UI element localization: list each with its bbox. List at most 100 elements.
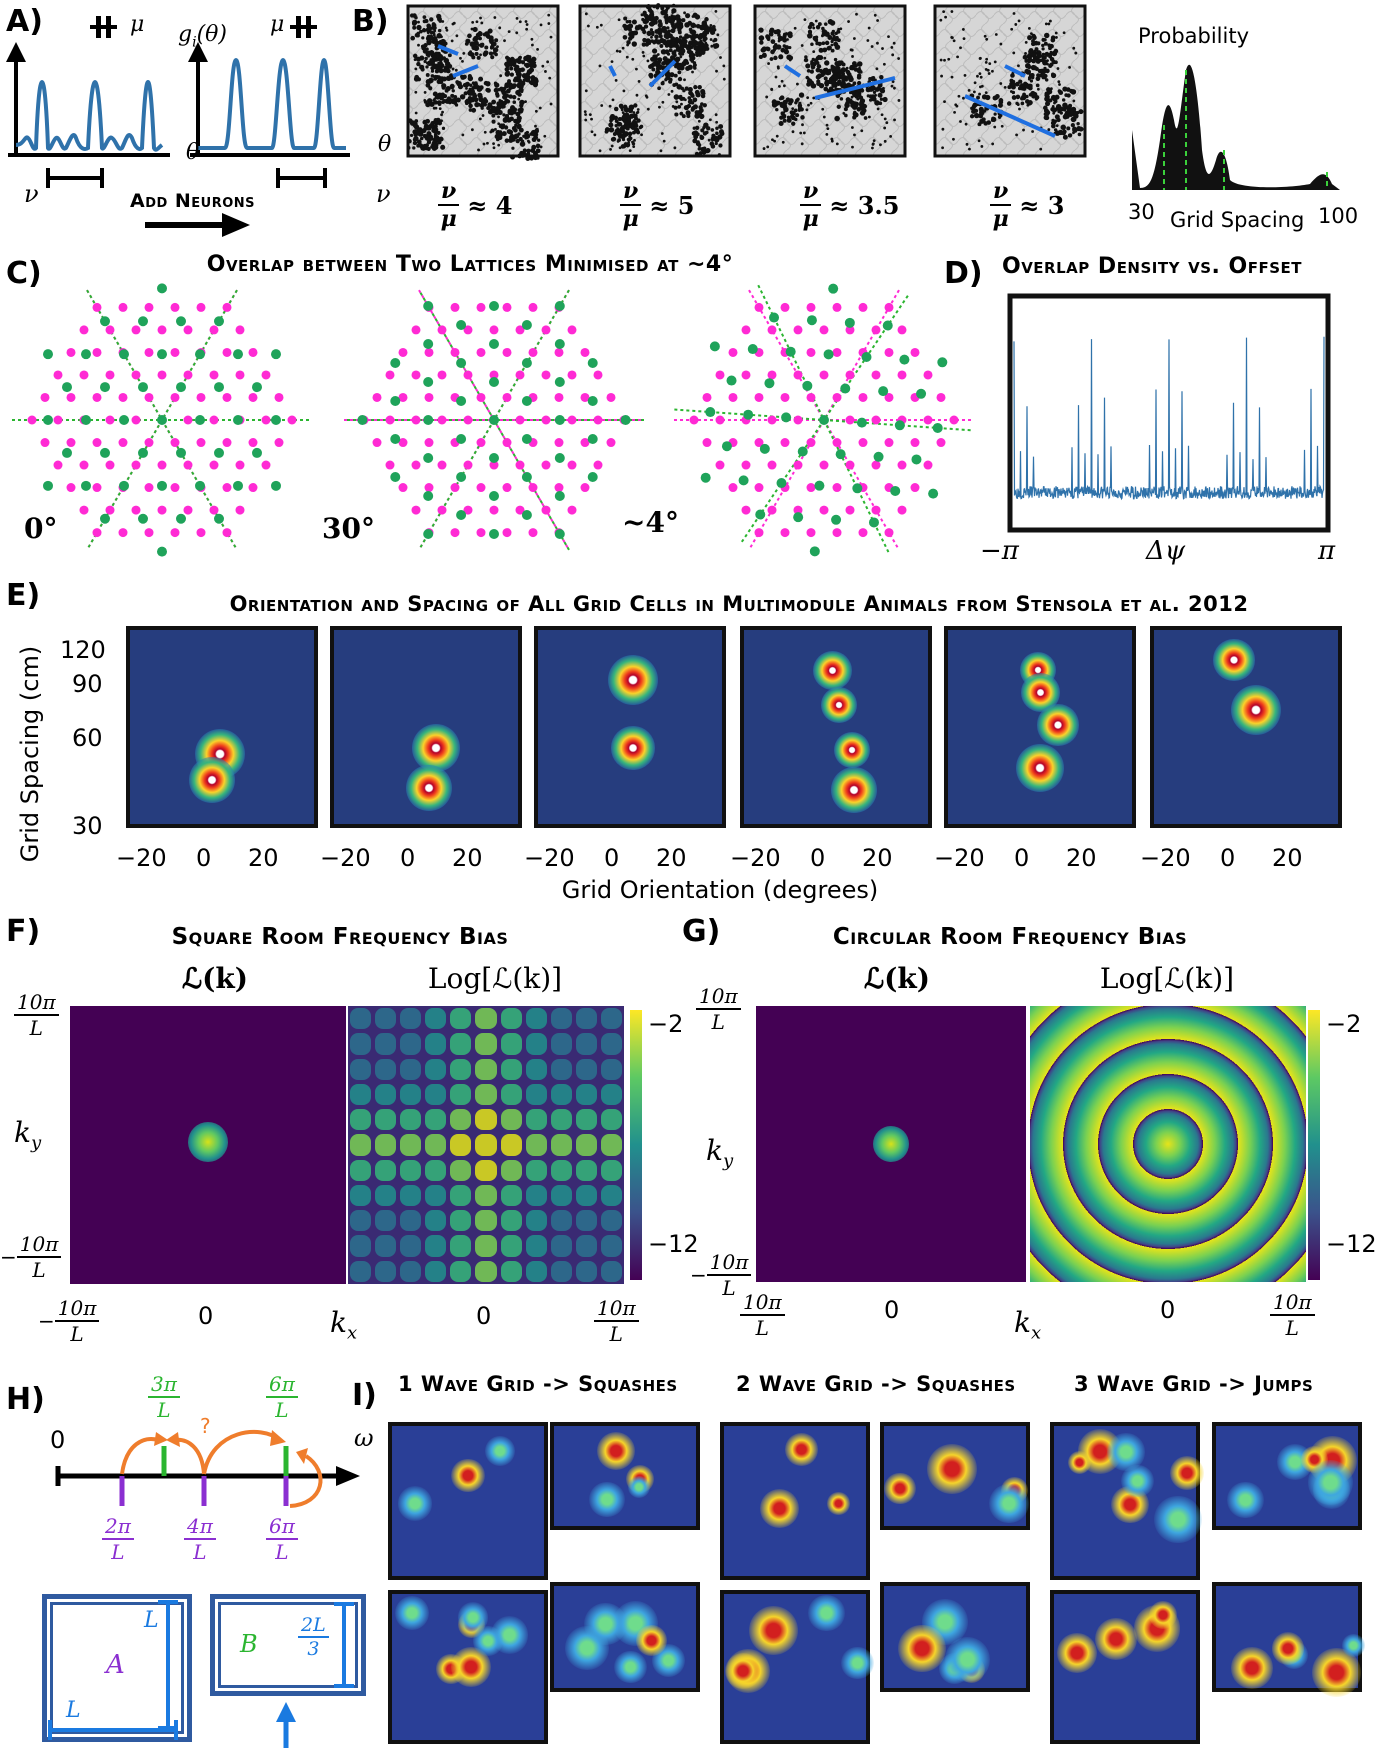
panel-f-title: Square Room Frequency Bias: [171, 924, 509, 950]
panel-c-label: C): [6, 256, 42, 291]
f-log-cell: [450, 1058, 472, 1080]
e-xlabel: Grid Orientation (degrees): [561, 876, 879, 904]
e-xtick: −20: [116, 844, 167, 872]
f-log-cell: [550, 1260, 572, 1282]
f-log-cell: [525, 1235, 547, 1257]
e-heatmap-4: [740, 626, 932, 828]
f-log-cell: [525, 1083, 547, 1106]
f-log-cell: [375, 1083, 397, 1106]
i-ratemap-8: [550, 1582, 700, 1692]
i-firing-field: [397, 1486, 433, 1521]
f-log-cell: [525, 1008, 547, 1030]
f-ytick-top: 10π L: [14, 990, 59, 1040]
f-log-cell: [350, 1058, 372, 1080]
e-density-peak: [812, 650, 852, 690]
f-log-cell: [475, 1033, 497, 1055]
f-xtick-right: 10π L: [594, 1296, 639, 1346]
room-a-dimensions: [48, 1600, 178, 1740]
f-log-cell: [400, 1159, 422, 1181]
i-firing-field: [1056, 1633, 1097, 1674]
lattice-overlays: [12, 283, 974, 557]
f-log-cell: [425, 1159, 447, 1181]
e-xtick: 20: [452, 844, 483, 872]
room-a-side-horizontal: L: [66, 1698, 81, 1723]
f-log-cell: [375, 1260, 397, 1282]
f-log-cell: [375, 1033, 397, 1055]
e-xtick: 0: [1014, 844, 1030, 872]
f-log-cell: [450, 1083, 472, 1106]
e-xtick: 20: [656, 844, 687, 872]
spacing-tick-100: 100: [1318, 204, 1359, 228]
i-firing-field: [1067, 1450, 1092, 1474]
f-log-cell: [575, 1134, 597, 1156]
f-log-cell: [600, 1235, 622, 1257]
f-log-cell: [400, 1235, 422, 1257]
f-log-cell: [550, 1008, 572, 1030]
probability-label: Probability: [1138, 24, 1250, 48]
i-ratemap-11: [1050, 1590, 1200, 1744]
f-log-cell: [600, 1159, 622, 1181]
panel-f-label: F): [6, 914, 41, 949]
f-log-cell: [500, 1134, 522, 1156]
h-omega: ω: [354, 1424, 374, 1452]
f-log-cell: [525, 1260, 547, 1282]
f-log-cell: [400, 1184, 422, 1207]
g-ytick-bottom: −10π L: [690, 1250, 752, 1300]
f-log-cell: [575, 1235, 597, 1257]
h-purple-2pi: 2π L: [102, 1514, 134, 1564]
f-log-cell: [600, 1033, 622, 1055]
room-b-dimensions: [276, 1602, 354, 1748]
g-ytick-top: 10π L: [696, 984, 741, 1034]
f-colorbar: [630, 1010, 642, 1280]
f-log-cell: [550, 1235, 572, 1257]
f-log-cell: [450, 1159, 472, 1181]
f-log-cell: [350, 1109, 372, 1131]
f-log-cell: [500, 1260, 522, 1282]
g-ky-label: ky: [706, 1134, 734, 1172]
f-log-cell: [525, 1184, 547, 1207]
e-xtick: 20: [248, 844, 279, 872]
f-log-map: [348, 1006, 624, 1284]
i-firing-field: [394, 1596, 429, 1631]
f-log-cell: [575, 1210, 597, 1232]
panel-c-title: Overlap between Two Lattices Minimised a…: [206, 252, 734, 277]
room-a-inner: [50, 1602, 184, 1734]
i-ratemap-2: [550, 1422, 700, 1530]
panel-e-label: E): [6, 578, 41, 613]
f-log-cell: [350, 1260, 372, 1282]
f-log-cell: [550, 1159, 572, 1181]
e-density-peak: [820, 686, 858, 724]
ratio-row: ν μ ≈ 4 ν μ ≈ 5 ν μ ≈ 3.5 ν μ ≈ 3: [400, 178, 1200, 238]
f-log-cell: [475, 1210, 497, 1232]
f-log-cell: [425, 1260, 447, 1282]
i-firing-field: [1227, 1481, 1264, 1519]
e-xtick: −20: [320, 844, 371, 872]
g-xtick-left: 10π L: [740, 1290, 785, 1340]
f-log-cell: [575, 1008, 597, 1030]
f-log-cell: [600, 1083, 622, 1106]
i-firing-field: [584, 1602, 627, 1645]
i-firing-field: [724, 1653, 761, 1689]
f-sub-right: Log[ℒ(k)]: [427, 962, 563, 995]
e-xtick: 0: [1220, 844, 1236, 872]
f-log-cell: [400, 1033, 422, 1055]
i-ratemap-6: [1212, 1422, 1362, 1530]
f-log-cell: [575, 1109, 597, 1131]
panel-a-plot: [6, 16, 350, 237]
i-firing-field: [1154, 1495, 1202, 1544]
i-firing-field: [627, 1475, 650, 1499]
i-ratemap-12: [1212, 1582, 1365, 1698]
e-xtick: −20: [730, 844, 781, 872]
f-log-cell: [350, 1008, 372, 1030]
f-xtick-zero-left: 0: [198, 1302, 214, 1330]
f-log-cell: [350, 1134, 372, 1156]
f-log-cell: [600, 1134, 622, 1156]
f-log-cell: [425, 1184, 447, 1207]
e-density-peak: [611, 726, 655, 770]
room-b-side: 2L 3: [298, 1614, 329, 1660]
f-log-cell: [425, 1134, 447, 1156]
h-purple-4pi: 4π L: [184, 1514, 216, 1564]
f-log-cell: [450, 1033, 472, 1055]
f-log-cell: [400, 1008, 422, 1030]
f-log-cell: [600, 1260, 622, 1282]
